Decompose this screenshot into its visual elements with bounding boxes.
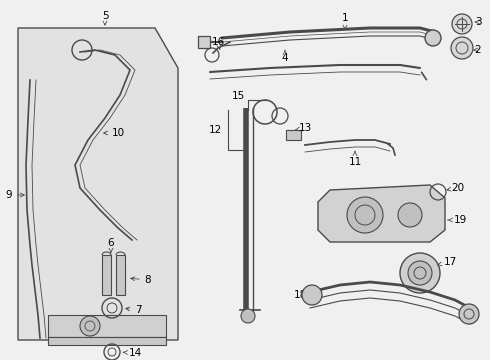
Circle shape xyxy=(452,14,472,34)
Circle shape xyxy=(347,197,383,233)
Circle shape xyxy=(398,203,422,227)
Polygon shape xyxy=(198,36,210,48)
Circle shape xyxy=(241,309,255,323)
Text: 5: 5 xyxy=(102,11,108,25)
Text: 2: 2 xyxy=(474,45,481,55)
Text: 15: 15 xyxy=(232,91,245,101)
Text: 11: 11 xyxy=(348,151,362,167)
Polygon shape xyxy=(318,185,445,242)
Text: 7: 7 xyxy=(125,305,141,315)
Text: 16: 16 xyxy=(211,37,224,50)
FancyBboxPatch shape xyxy=(48,315,166,337)
Circle shape xyxy=(408,261,432,285)
Circle shape xyxy=(451,37,473,59)
Circle shape xyxy=(80,316,100,336)
Text: 18: 18 xyxy=(294,290,311,300)
Text: 9: 9 xyxy=(5,190,25,200)
Text: 14: 14 xyxy=(123,348,142,358)
Polygon shape xyxy=(18,28,178,340)
FancyArrowPatch shape xyxy=(421,72,426,80)
Circle shape xyxy=(400,253,440,293)
Text: 10: 10 xyxy=(104,128,124,138)
Bar xyxy=(116,255,125,295)
Circle shape xyxy=(425,30,441,46)
Circle shape xyxy=(302,285,322,305)
Text: 4: 4 xyxy=(282,50,288,63)
Text: 13: 13 xyxy=(295,123,312,133)
FancyBboxPatch shape xyxy=(48,337,166,345)
Text: 3: 3 xyxy=(475,17,481,27)
Bar xyxy=(286,130,301,140)
Text: 1: 1 xyxy=(342,13,348,29)
Text: 19: 19 xyxy=(448,215,466,225)
Text: 17: 17 xyxy=(438,257,457,267)
Circle shape xyxy=(459,304,479,324)
Text: 20: 20 xyxy=(447,183,465,193)
Text: 12: 12 xyxy=(209,125,222,135)
Text: 8: 8 xyxy=(131,275,151,285)
Bar xyxy=(102,255,111,295)
Text: 6: 6 xyxy=(108,238,114,248)
